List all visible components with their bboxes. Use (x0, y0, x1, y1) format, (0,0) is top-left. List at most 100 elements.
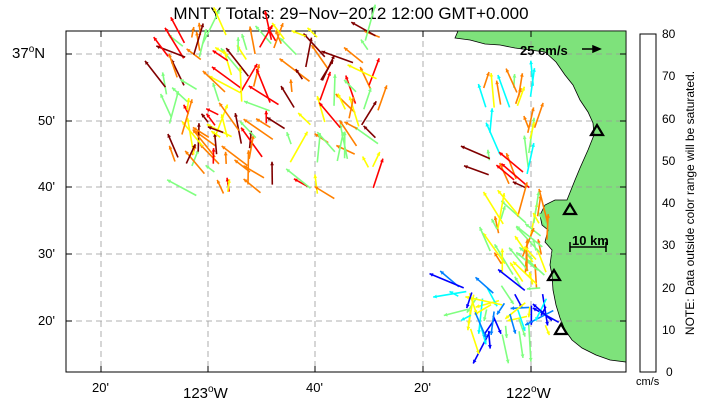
current-vector-head (473, 359, 477, 364)
current-vector (144, 60, 167, 88)
current-vector-head (211, 148, 216, 152)
current-vector-head (203, 29, 208, 33)
current-vector-head (516, 252, 521, 257)
current-vector-head (192, 129, 197, 134)
current-vector-head (344, 121, 349, 126)
colorbar-tick-40: 40 (662, 196, 676, 210)
current-vector-head (308, 37, 313, 42)
current-vector-head (156, 45, 161, 50)
current-vector-head (530, 228, 535, 232)
current-vector-head (243, 165, 248, 170)
current-vector-head (497, 329, 502, 334)
current-vector-head (526, 286, 531, 291)
current-vector (497, 192, 505, 229)
current-vector-head (348, 96, 353, 101)
current-vector (255, 68, 271, 103)
current-vector-head (528, 271, 533, 276)
current-vector-head (256, 118, 261, 123)
current-vector-head (275, 30, 279, 35)
current-vector (536, 248, 547, 273)
current-vector-head (215, 47, 220, 51)
current-vector (198, 28, 208, 58)
current-vector (460, 145, 491, 160)
current-vector (477, 298, 484, 334)
land-polygon (454, 30, 627, 363)
current-vector-head (286, 168, 291, 173)
current-vector-head (202, 70, 207, 75)
current-vector-head (507, 318, 512, 322)
current-vector-head (197, 22, 202, 27)
current-vector-head (267, 117, 271, 121)
current-vector (482, 232, 506, 265)
current-vector-head (333, 74, 337, 78)
current-vector-head (161, 72, 166, 77)
current-vector-head (344, 79, 348, 84)
current-vector-head (205, 165, 210, 169)
map-title: MNTY Totals: 29−Nov−2012 12:00 GMT+0.000 (173, 4, 529, 23)
current-vector-head (510, 300, 514, 305)
current-vector-head (545, 321, 549, 326)
current-vector-head (501, 163, 506, 168)
current-vector (515, 225, 543, 248)
current-vector (490, 311, 495, 336)
current-vector-head (532, 308, 537, 312)
lat-label-37n: 37oN (12, 44, 46, 62)
current-vector-head (331, 55, 335, 60)
current-vector-head (383, 85, 388, 90)
current-vector-head (483, 317, 487, 321)
current-vector (538, 188, 549, 224)
current-vector-head (195, 31, 199, 36)
current-vector-head (497, 310, 501, 315)
current-vector-head (160, 93, 164, 98)
current-vector-head (327, 71, 331, 76)
current-vector (248, 135, 255, 160)
current-vector-head (319, 102, 323, 107)
colorbar-tick-0: 0 (666, 365, 673, 379)
current-vector-head (529, 60, 533, 65)
current-vector (353, 126, 379, 145)
current-vector-head (264, 110, 269, 115)
current-vector-head (363, 125, 368, 130)
current-vector-head (477, 330, 481, 334)
current-vector (225, 47, 250, 77)
current-vector (305, 37, 313, 68)
current-vector-head (518, 88, 522, 93)
current-vector (372, 158, 384, 189)
current-vector-head (314, 186, 319, 190)
current-vector-head (537, 239, 541, 244)
current-vector (181, 99, 193, 135)
current-vector-head (248, 85, 253, 90)
current-vector (221, 145, 248, 167)
current-vector-head (493, 216, 498, 221)
current-vector (489, 108, 493, 133)
current-vector (254, 25, 272, 45)
current-vector (512, 261, 538, 285)
current-vector-head (145, 60, 149, 65)
current-vector-head (372, 101, 377, 106)
current-vector-head (311, 45, 316, 49)
current-vector (166, 179, 197, 197)
current-vector (490, 73, 495, 108)
current-vector (533, 191, 540, 224)
current-vector-head (279, 58, 284, 63)
current-vector (516, 182, 528, 217)
current-vector-head (505, 153, 510, 157)
current-vector-head (236, 37, 241, 41)
current-vector (508, 247, 529, 272)
current-vector (243, 118, 274, 141)
current-vector-head (522, 332, 526, 337)
current-vector-head (498, 269, 502, 274)
current-vector-head (368, 88, 372, 92)
current-vector-head (200, 23, 205, 28)
current-vector-head (514, 276, 519, 281)
lon-label-123w: 123oW (183, 384, 228, 402)
current-vector-head (433, 294, 437, 299)
current-vector-head (485, 122, 490, 127)
lat-label-20: 20' (38, 313, 55, 328)
current-vector (350, 21, 376, 37)
current-vector (348, 96, 360, 127)
current-vector-head (206, 108, 211, 112)
current-vector-head (238, 67, 243, 71)
current-vector (208, 75, 241, 94)
